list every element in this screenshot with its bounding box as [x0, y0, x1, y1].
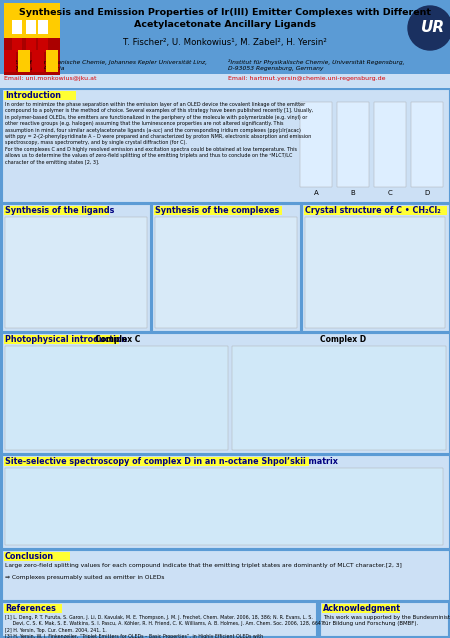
Bar: [4, 335, 119, 344]
Bar: [32, 50, 44, 72]
Bar: [4, 50, 16, 72]
Bar: [300, 102, 332, 187]
Bar: [320, 602, 448, 636]
Bar: [26, 20, 36, 34]
Text: Email: uni.monkowius@jku.at: Email: uni.monkowius@jku.at: [4, 76, 96, 81]
Text: B: B: [351, 190, 356, 196]
Bar: [4, 206, 109, 215]
Bar: [4, 552, 70, 561]
Bar: [5, 468, 443, 545]
Bar: [4, 3, 60, 38]
Text: Introduction: Introduction: [5, 91, 61, 100]
Bar: [152, 204, 300, 331]
Bar: [12, 20, 22, 34]
Text: Conclusion: Conclusion: [5, 552, 54, 561]
Bar: [2, 204, 150, 331]
Text: Site-selective spectroscopy of complex D in an n-octane Shpol’skii matrix: Site-selective spectroscopy of complex D…: [5, 457, 338, 466]
Bar: [2, 333, 449, 453]
Bar: [2, 550, 449, 600]
Text: A-4040 Linz, Austria: A-4040 Linz, Austria: [4, 66, 64, 71]
Bar: [374, 102, 406, 187]
Text: Complex D: Complex D: [320, 335, 366, 344]
Bar: [2, 89, 449, 202]
Text: Crystal structure of C • CH₂Cl₂: Crystal structure of C • CH₂Cl₂: [305, 206, 441, 215]
Text: Photophysical introduction: Photophysical introduction: [5, 335, 127, 344]
Text: A: A: [314, 190, 319, 196]
Bar: [155, 217, 297, 328]
Bar: [12, 38, 22, 52]
Text: Acetylacetonate Ancillary Ligands: Acetylacetonate Ancillary Ligands: [134, 20, 316, 29]
Text: D-93053 Regensburg, Germany: D-93053 Regensburg, Germany: [228, 66, 324, 71]
Bar: [46, 50, 58, 72]
Bar: [0, 58, 450, 88]
Text: Complex C: Complex C: [95, 335, 141, 344]
Bar: [0, 74, 450, 88]
Text: D: D: [424, 190, 430, 196]
Bar: [154, 206, 282, 215]
Bar: [38, 20, 48, 34]
Text: UR: UR: [421, 20, 445, 36]
Bar: [5, 217, 147, 328]
Text: ⇒ Complexes presumably suited as emitter in OLEDs: ⇒ Complexes presumably suited as emitter…: [5, 575, 164, 580]
Text: [1] L. Deng, P. T. Furuta, S. Garon, J. Li, D. Kavulak, M. E. Thompson, J. M. J.: [1] L. Deng, P. T. Furuta, S. Garon, J. …: [5, 615, 325, 638]
Bar: [4, 91, 76, 100]
Text: Acknowledgment: Acknowledgment: [323, 604, 401, 613]
Bar: [411, 102, 443, 187]
Text: This work was supported by the Bundesministerium
für Bildung und Forschung (BMBF: This work was supported by the Bundesmin…: [323, 615, 450, 627]
Text: References: References: [5, 604, 56, 613]
Bar: [337, 102, 369, 187]
Bar: [26, 38, 36, 52]
Text: T. Fischer², U. Monkowius¹, M. Zabel², H. Yersin²: T. Fischer², U. Monkowius¹, M. Zabel², H…: [123, 38, 327, 47]
Circle shape: [408, 6, 450, 50]
Bar: [2, 602, 316, 636]
Bar: [38, 38, 48, 52]
Bar: [5, 346, 228, 450]
Bar: [4, 3, 60, 75]
Text: Synthesis and Emission Properties of Ir(III) Emitter Complexes with Different: Synthesis and Emission Properties of Ir(…: [19, 8, 431, 17]
Bar: [232, 346, 446, 450]
Bar: [4, 604, 62, 613]
Bar: [305, 217, 445, 328]
Bar: [4, 457, 309, 466]
Bar: [18, 50, 30, 72]
Bar: [302, 204, 449, 331]
Text: Synthesis of the ligands: Synthesis of the ligands: [5, 206, 114, 215]
Bar: [2, 455, 449, 548]
Bar: [0, 0, 450, 88]
Text: ²Institut für Physikalische Chemie, Universität Regensburg,: ²Institut für Physikalische Chemie, Univ…: [228, 59, 405, 65]
Bar: [304, 206, 447, 215]
Text: ¹Institut für Anorganische Chemie, Johannes Kepler Universität Linz,: ¹Institut für Anorganische Chemie, Johan…: [4, 59, 207, 65]
Text: Email: hartmut.yersin@chemie.uni-regensburg.de: Email: hartmut.yersin@chemie.uni-regensb…: [228, 76, 386, 81]
Text: In order to minimize the phase separation within the emission layer of an OLED d: In order to minimize the phase separatio…: [5, 102, 313, 165]
Text: C: C: [387, 190, 392, 196]
Text: Large zero-field splitting values for each compound indicate that the emitting t: Large zero-field splitting values for ea…: [5, 563, 402, 568]
Bar: [322, 604, 400, 613]
Text: Synthesis of the complexes: Synthesis of the complexes: [155, 206, 279, 215]
